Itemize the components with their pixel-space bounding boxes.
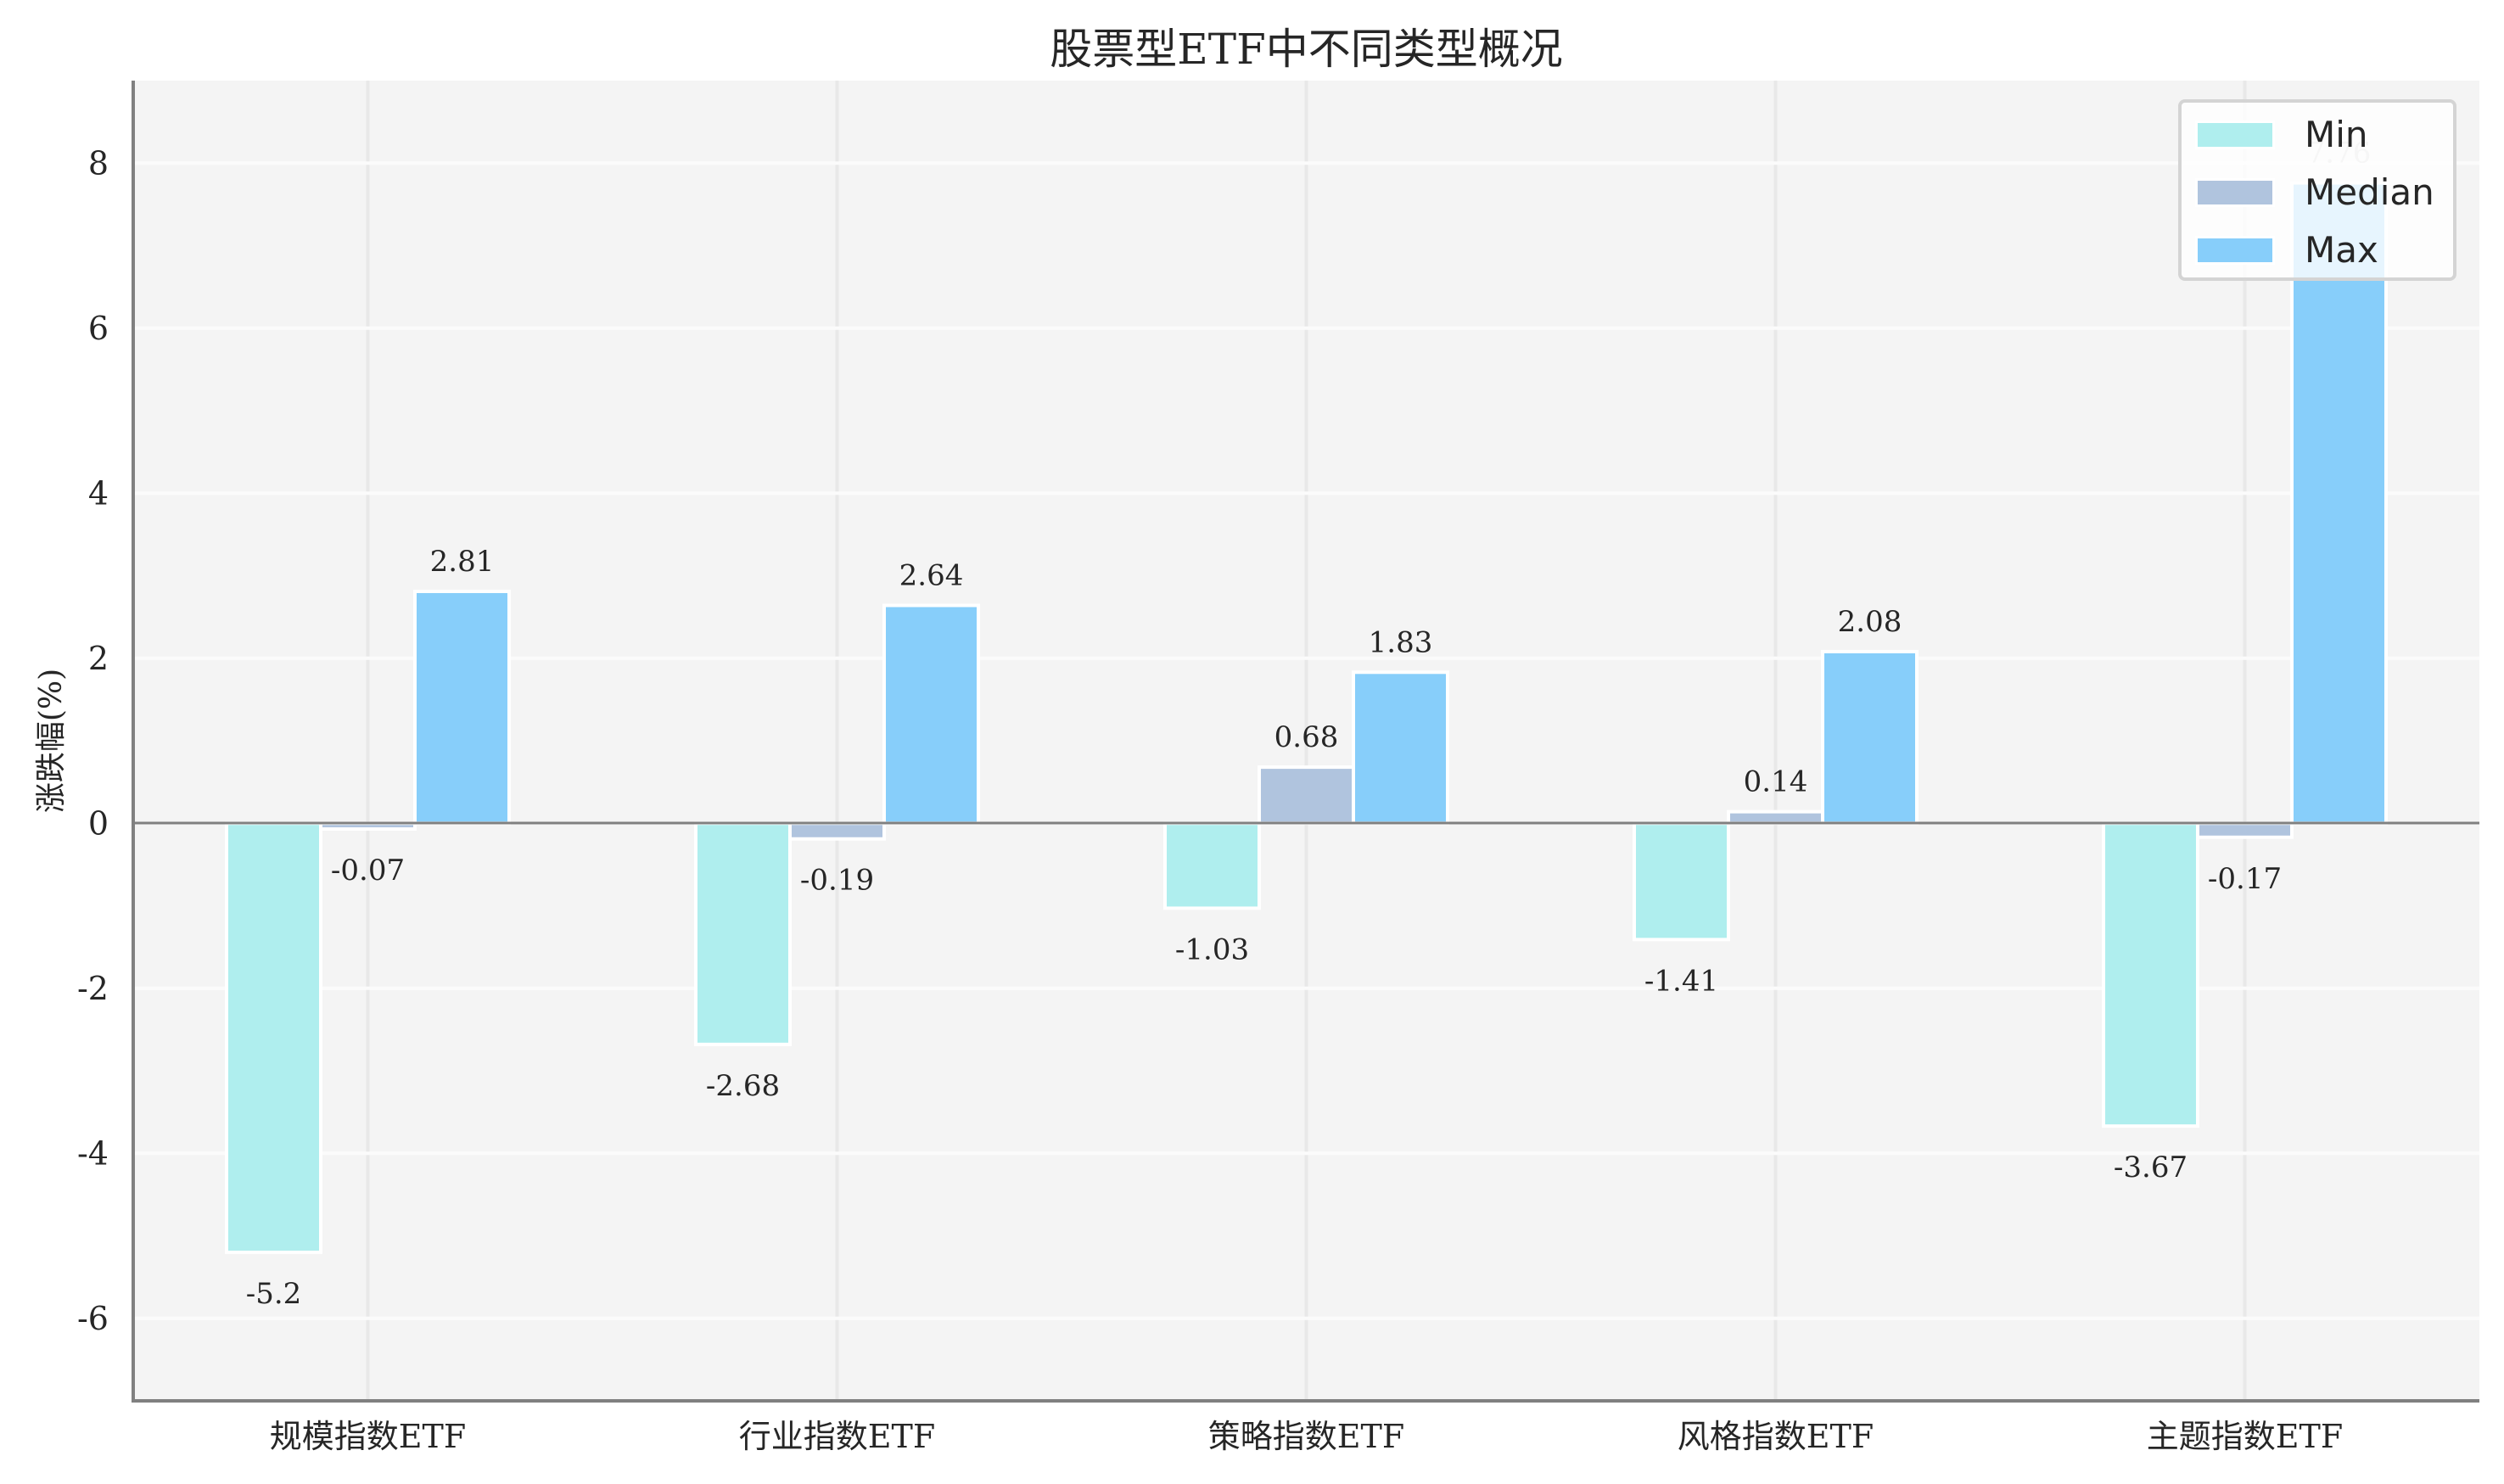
data-label: -0.17	[2208, 862, 2282, 896]
bar-max	[1821, 649, 1919, 826]
x-tick-label: 风格指数ETF	[1678, 1418, 1874, 1455]
x-tick-label: 行业指数ETF	[739, 1418, 935, 1455]
bar-median	[788, 821, 886, 841]
chart-title: 股票型ETF中不同类型概况	[1050, 25, 1563, 74]
y-tick-label: 8	[88, 144, 109, 182]
horizontal-gridlines	[133, 161, 2479, 1320]
legend-label-min: Min	[2305, 114, 2368, 155]
y-tick-label: 2	[88, 640, 109, 677]
legend-swatch-max	[2195, 236, 2275, 265]
x-tick-label: 策略指数ETF	[1208, 1418, 1404, 1455]
x-tick-label: 规模指数ETF	[270, 1418, 466, 1455]
data-label: 2.64	[899, 559, 964, 593]
bar-min	[225, 821, 322, 1254]
data-label: 2.08	[1838, 605, 1902, 639]
bar-max	[413, 589, 511, 826]
data-label: -2.68	[706, 1069, 780, 1103]
bar-min	[1163, 821, 1261, 910]
bar-min	[694, 821, 792, 1046]
data-label: 0.14	[1744, 765, 1808, 799]
y-tick-labels: -6 -4 -2 0 2 4 6 8	[77, 144, 109, 1337]
data-label: -3.67	[2114, 1151, 2187, 1184]
vertical-gridlines	[366, 81, 2247, 1401]
bar-max	[882, 603, 980, 826]
bar-median	[2196, 821, 2294, 839]
data-label: 2.81	[430, 545, 495, 579]
data-label: 0.68	[1274, 720, 1339, 754]
bar-series	[225, 181, 2388, 1254]
y-tick-label: -6	[77, 1300, 109, 1337]
bar-median	[1727, 809, 1824, 826]
legend-swatch-median	[2195, 178, 2275, 207]
bar-max	[1352, 670, 1449, 826]
data-label: -0.19	[800, 864, 874, 898]
legend: Min Median Max	[2178, 99, 2456, 281]
x-tick-label: 主题指数ETF	[2147, 1418, 2343, 1455]
bar-min	[2102, 821, 2199, 1128]
data-label: -0.07	[331, 854, 405, 888]
legend-label-max: Max	[2305, 229, 2378, 271]
bar-min	[1633, 821, 1730, 942]
y-axis-label: 涨跌幅(%)	[34, 668, 69, 814]
y-tick-label: 6	[88, 310, 109, 347]
y-tick-label: -4	[77, 1134, 109, 1172]
data-label: -1.03	[1175, 932, 1249, 966]
y-tick-label: 4	[88, 474, 109, 512]
bar-max	[2290, 181, 2388, 826]
legend-swatch-min	[2195, 120, 2275, 149]
bar-median	[1258, 765, 1355, 826]
x-tick-labels: 规模指数ETF 行业指数ETF 策略指数ETF 风格指数ETF 主题指数ETF	[270, 1418, 2343, 1455]
data-label: 1.83	[1369, 625, 1433, 659]
data-label: -1.41	[1644, 964, 1718, 998]
y-tick-label: 0	[88, 804, 109, 842]
legend-label-median: Median	[2305, 171, 2434, 213]
y-tick-label: -2	[77, 970, 109, 1007]
data-label: -5.2	[246, 1277, 302, 1311]
